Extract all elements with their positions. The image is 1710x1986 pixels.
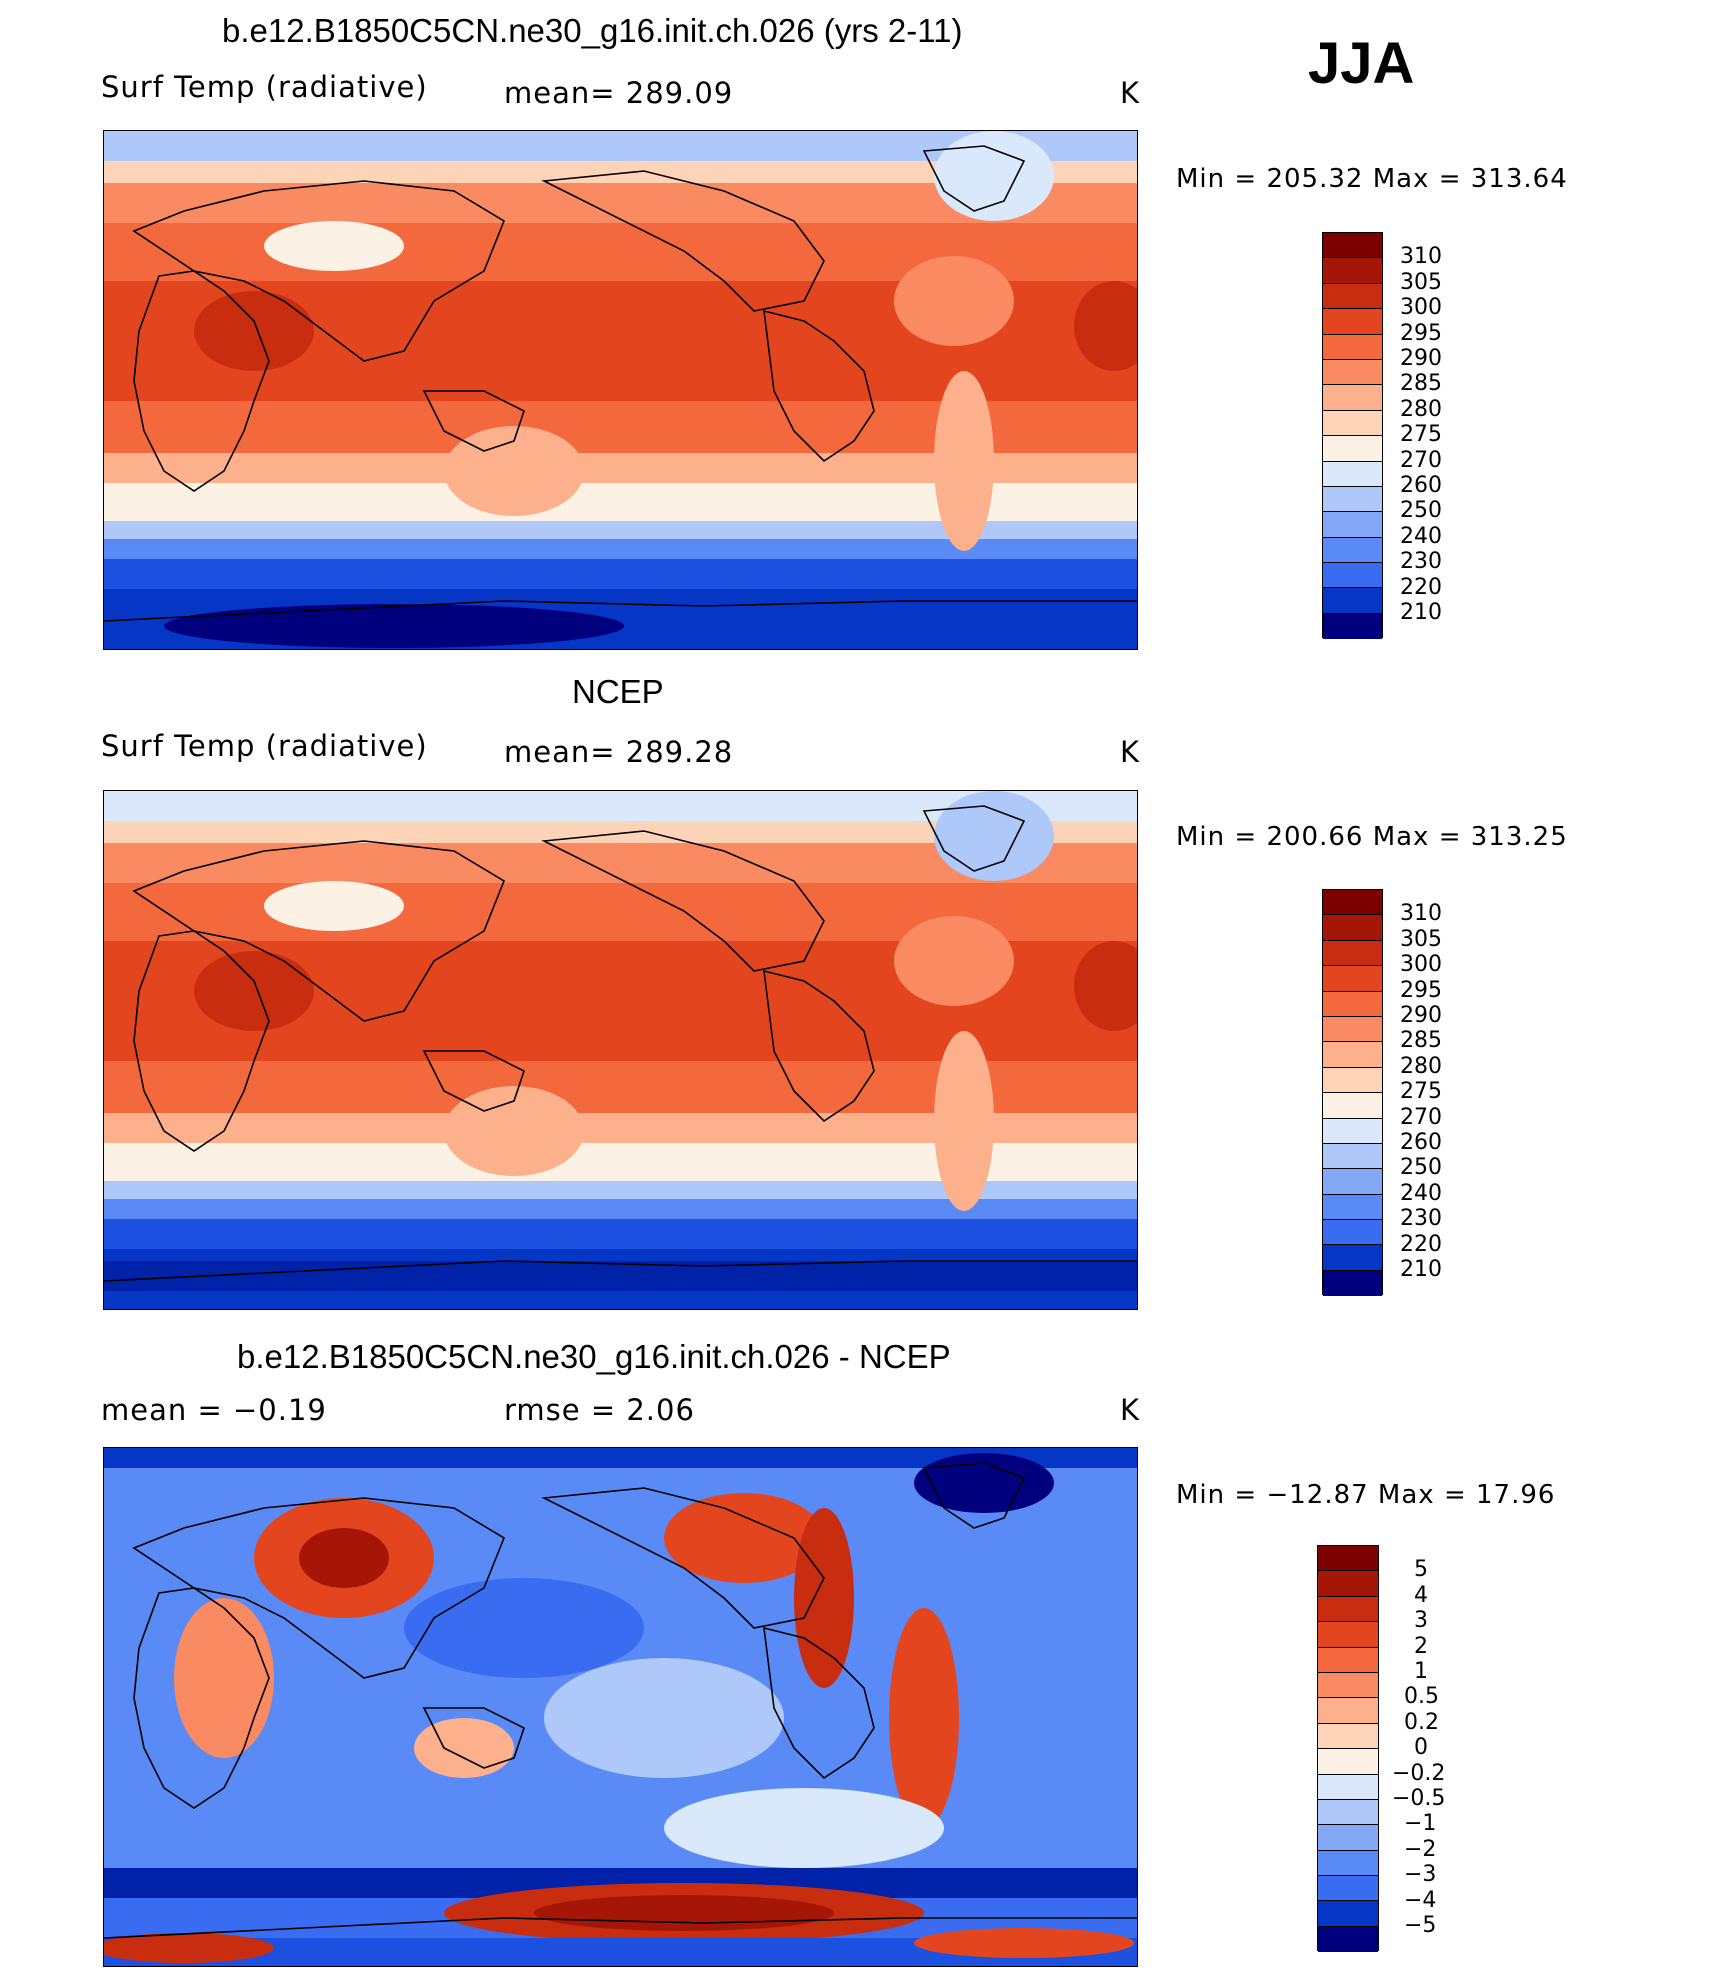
colorbar-tick-label: 220 bbox=[1400, 1232, 1442, 1257]
colorbar-tick-label: 0.5 bbox=[1404, 1684, 1439, 1709]
colorbar-tick-label: 230 bbox=[1400, 549, 1442, 574]
colorbar-tick-label: −3 bbox=[1404, 1862, 1437, 1887]
colorbar-tick-label: 260 bbox=[1400, 473, 1442, 498]
colorbar-tick-label: 280 bbox=[1400, 397, 1442, 422]
panel1-variable: Surf Temp (radiative) bbox=[101, 70, 428, 104]
colorbar-tick-label: 285 bbox=[1400, 371, 1442, 396]
panel3-field bbox=[104, 1448, 1137, 1966]
colorbar-tick-label: 295 bbox=[1400, 978, 1442, 1003]
colorbar-tick-label: 240 bbox=[1400, 524, 1442, 549]
panel1-map bbox=[103, 130, 1138, 650]
panel2-title: NCEP bbox=[572, 673, 664, 710]
colorbar-tick-label: 220 bbox=[1400, 575, 1442, 600]
colorbar-tick-label: −0.5 bbox=[1392, 1786, 1446, 1811]
panel2-colorbar bbox=[1322, 889, 1383, 1297]
colorbar-tick-label: 4 bbox=[1414, 1583, 1428, 1608]
colorbar-tick-label: 305 bbox=[1400, 270, 1442, 295]
colorbar-tick-label: 230 bbox=[1400, 1206, 1442, 1231]
panel2-units: K bbox=[1120, 735, 1141, 769]
colorbar-tick-label: 240 bbox=[1400, 1181, 1442, 1206]
colorbar-tick-label: 285 bbox=[1400, 1028, 1442, 1053]
colorbar-tick-label: 270 bbox=[1400, 1105, 1442, 1130]
panel2-variable: Surf Temp (radiative) bbox=[101, 729, 428, 763]
colorbar-tick-label: 295 bbox=[1400, 321, 1442, 346]
panel1-units: K bbox=[1120, 76, 1141, 110]
colorbar-tick-label: 300 bbox=[1400, 952, 1442, 977]
panel1-field bbox=[104, 131, 1137, 649]
colorbar-tick-label: 0.2 bbox=[1404, 1710, 1439, 1735]
colorbar-tick-label: 290 bbox=[1400, 346, 1442, 371]
colorbar-tick-label: 260 bbox=[1400, 1130, 1442, 1155]
colorbar-tick-label: 250 bbox=[1400, 1155, 1442, 1180]
panel3-colorbar bbox=[1317, 1545, 1379, 1953]
colorbar-tick-label: 300 bbox=[1400, 295, 1442, 320]
panel2-minmax: Min = 200.66 Max = 313.25 bbox=[1176, 822, 1568, 852]
panel1-colorbar bbox=[1322, 232, 1383, 640]
colorbar-tick-label: 5 bbox=[1414, 1557, 1428, 1582]
panel3-units: K bbox=[1120, 1393, 1141, 1427]
colorbar-tick-label: −5 bbox=[1404, 1913, 1437, 1938]
colorbar-tick-label: −2 bbox=[1404, 1837, 1437, 1862]
colorbar-tick-label: −1 bbox=[1404, 1811, 1437, 1836]
colorbar-tick-label: 305 bbox=[1400, 927, 1442, 952]
panel3-mean: mean = −0.19 bbox=[101, 1393, 327, 1427]
season-label: JJA bbox=[1308, 31, 1415, 96]
colorbar-tick-label: 3 bbox=[1414, 1608, 1428, 1633]
colorbar-tick-label: −0.2 bbox=[1392, 1761, 1446, 1786]
colorbar-tick-label: 210 bbox=[1400, 1257, 1442, 1282]
panel1-title: b.e12.B1850C5CN.ne30_g16.init.ch.026 (yr… bbox=[222, 12, 963, 49]
colorbar-tick-label: −4 bbox=[1404, 1888, 1437, 1913]
colorbar-tick-label: 0 bbox=[1414, 1735, 1428, 1760]
panel1-minmax: Min = 205.32 Max = 313.64 bbox=[1176, 164, 1568, 194]
panel3-rmse: rmse = 2.06 bbox=[504, 1393, 695, 1427]
panel3-map bbox=[103, 1447, 1138, 1967]
panel3-title: b.e12.B1850C5CN.ne30_g16.init.ch.026 - N… bbox=[237, 1338, 951, 1375]
panel3-minmax: Min = −12.87 Max = 17.96 bbox=[1176, 1480, 1556, 1510]
panel1-mean: mean= 289.09 bbox=[504, 76, 734, 110]
colorbar-tick-label: 250 bbox=[1400, 498, 1442, 523]
panel2-field bbox=[104, 791, 1137, 1309]
colorbar-tick-label: 270 bbox=[1400, 448, 1442, 473]
colorbar-tick-label: 275 bbox=[1400, 422, 1442, 447]
colorbar-tick-label: 2 bbox=[1414, 1634, 1428, 1659]
colorbar-tick-label: 310 bbox=[1400, 901, 1442, 926]
colorbar-tick-label: 1 bbox=[1414, 1659, 1428, 1684]
colorbar-tick-label: 290 bbox=[1400, 1003, 1442, 1028]
colorbar-tick-label: 280 bbox=[1400, 1054, 1442, 1079]
panel2-mean: mean= 289.28 bbox=[504, 735, 734, 769]
colorbar-tick-label: 310 bbox=[1400, 244, 1442, 269]
colorbar-tick-label: 210 bbox=[1400, 600, 1442, 625]
colorbar-tick-label: 275 bbox=[1400, 1079, 1442, 1104]
panel2-map bbox=[103, 790, 1138, 1310]
